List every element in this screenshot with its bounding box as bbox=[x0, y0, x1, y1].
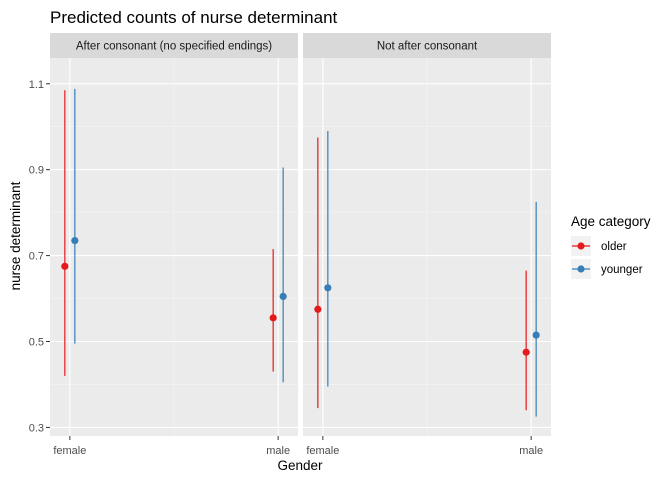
legend-item-older: older bbox=[571, 236, 627, 256]
data-point-older bbox=[314, 305, 322, 313]
y-tick-label: 0.9 bbox=[29, 165, 44, 177]
data-point-younger bbox=[71, 236, 79, 245]
legend: Age category older younger bbox=[571, 214, 651, 279]
y-tick-label: 0.7 bbox=[29, 251, 44, 263]
legend-label: older bbox=[601, 241, 627, 253]
data-point-older bbox=[61, 262, 69, 270]
data-point-younger bbox=[532, 331, 540, 339]
x-tick-label: female bbox=[306, 445, 339, 457]
legend-label: younger bbox=[601, 264, 643, 276]
legend-key-point bbox=[577, 265, 585, 273]
legend-title: Age category bbox=[571, 214, 651, 229]
x-tick-label: male bbox=[519, 445, 543, 457]
chart-title: Predicted counts of nurse determinant bbox=[50, 8, 338, 27]
facet-strip bbox=[303, 33, 551, 58]
y-axis-title: nurse determinant bbox=[8, 181, 23, 290]
x-axis: female male female male bbox=[53, 436, 543, 457]
data-point-younger bbox=[324, 284, 332, 292]
data-point-older bbox=[269, 314, 277, 322]
legend-key-point bbox=[577, 242, 585, 250]
legend-item-younger: younger bbox=[571, 259, 643, 279]
y-axis: 0.3 0.5 0.7 0.9 1.1 bbox=[29, 79, 50, 434]
facet-strip-label: Not after consonant bbox=[377, 41, 478, 53]
x-tick-label: female bbox=[53, 445, 86, 457]
data-point-older bbox=[522, 348, 530, 356]
y-tick-label: 1.1 bbox=[29, 79, 44, 91]
facet-panel-2: Not after consonant bbox=[303, 33, 551, 436]
x-axis-title: Gender bbox=[277, 458, 323, 473]
y-tick-label: 0.3 bbox=[29, 422, 44, 434]
facet-panel-1: After consonant (no specified endings) bbox=[50, 33, 298, 436]
data-point-younger bbox=[279, 292, 287, 300]
panels: After consonant (no specified endings) No… bbox=[50, 33, 551, 436]
facet-strip bbox=[50, 33, 298, 58]
x-tick-label: male bbox=[266, 445, 290, 457]
facet-strip-label: After consonant (no specified endings) bbox=[76, 41, 272, 53]
y-tick-label: 0.5 bbox=[29, 337, 44, 349]
